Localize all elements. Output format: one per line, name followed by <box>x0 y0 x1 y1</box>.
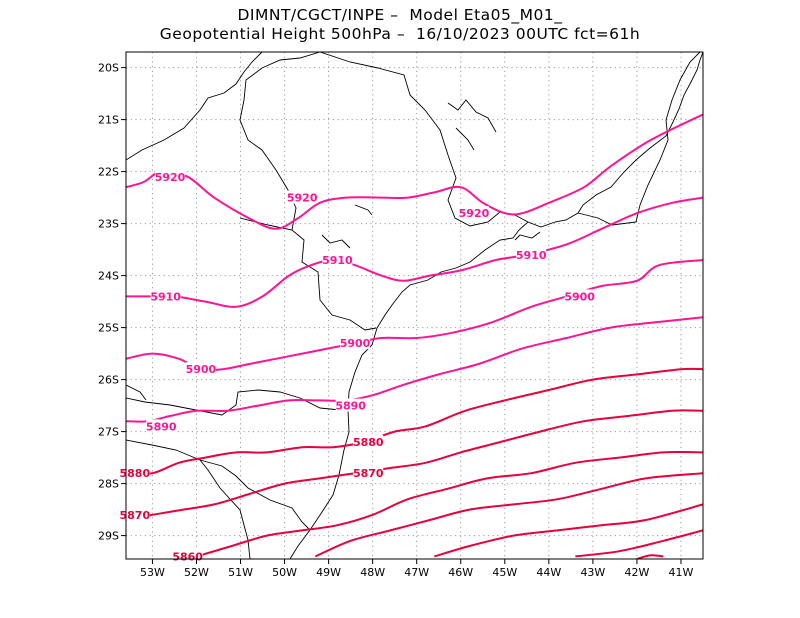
contour-label-bg <box>353 466 384 480</box>
lon-tick-label: 48W <box>360 566 385 579</box>
lat-tick-label: 26S <box>98 374 119 387</box>
lon-tick-label: 42W <box>624 566 649 579</box>
contour-label-bg <box>185 362 216 376</box>
contour-label-bg <box>119 507 150 521</box>
title-line-2: Geopotential Height 500hPa – 16/10/2023 … <box>159 25 641 43</box>
contour-label-bg <box>564 289 595 303</box>
contour-label: 5900 <box>564 290 595 303</box>
contour-label: 5910 <box>516 249 547 262</box>
contour-line <box>126 259 703 372</box>
state-border-sp-pr <box>239 217 377 331</box>
contour-label: 5870 <box>353 467 384 480</box>
lat-tick-label: 27S <box>98 426 119 439</box>
lat-tick-label: 23S <box>98 218 119 231</box>
contour-label-bg <box>155 169 186 183</box>
contour-line <box>636 554 664 559</box>
contour-label: 5880 <box>119 467 150 480</box>
lat-tick-label: 25S <box>98 322 119 335</box>
lon-tick-label: 53W <box>140 566 165 579</box>
contour-line <box>434 503 703 558</box>
lon-tick-label: 52W <box>184 566 209 579</box>
contour-label: 5880 <box>353 436 384 449</box>
contour-line <box>575 529 703 558</box>
contour-line <box>314 472 703 558</box>
coastline-borders <box>126 52 703 559</box>
lat-tick-label: 20S <box>98 62 119 75</box>
contour-line <box>126 113 703 230</box>
contour-label: 5910 <box>322 254 353 267</box>
lon-tick-label: 47W <box>404 566 429 579</box>
contour-label-bg <box>340 336 371 350</box>
axis-ticks: 20S 21S 22S 23S 24S 25S 26S 27S 28S 29S 53W 52W 51W 5… <box>98 62 694 579</box>
state-border-pr-sc <box>126 389 349 416</box>
lon-tick-label: 44W <box>536 566 561 579</box>
lon-tick-label: 51W <box>228 566 253 579</box>
contour-label-bg <box>353 435 384 448</box>
coastline <box>289 52 703 559</box>
contour-labels: 5920 5920 5920 5910 5910 5910 5900 5900 5900 5890… <box>119 169 595 563</box>
contour-line <box>126 316 703 423</box>
lat-tick-label: 29S <box>98 530 119 543</box>
state-border-mg-es <box>577 52 701 226</box>
title-line-1: DIMNT/CGCT/INPE – Model Eta05_M01_ <box>237 6 563 24</box>
reservoir <box>321 99 497 249</box>
contour-label-bg <box>119 466 150 480</box>
contour-line <box>126 196 703 308</box>
contour-label: 5870 <box>119 509 150 522</box>
contour-label-bg <box>458 206 489 220</box>
contour-label-bg <box>322 253 353 266</box>
contour-label-bg <box>516 247 547 261</box>
lat-tick-label: 28S <box>98 478 119 491</box>
state-border-west <box>126 52 263 161</box>
contour-label: 5890 <box>146 420 177 433</box>
contour-label: 5910 <box>150 290 181 303</box>
lat-lon-grid <box>126 52 703 559</box>
contour-lines <box>126 113 703 559</box>
lon-tick-label: 41W <box>669 566 694 579</box>
contour-label: 5920 <box>459 207 490 220</box>
lon-tick-label: 49W <box>316 566 341 579</box>
lon-tick-label: 46W <box>448 566 473 579</box>
contour-label: 5920 <box>287 192 318 205</box>
contour-label-bg <box>335 398 366 412</box>
contour-label: 5890 <box>335 400 366 413</box>
contour-label-bg <box>287 190 318 204</box>
lat-tick-label: 21S <box>98 114 119 127</box>
lon-tick-label: 50W <box>272 566 297 579</box>
lon-tick-label: 45W <box>492 566 517 579</box>
state-border-sc-rs <box>126 439 311 531</box>
bay-guanabara <box>514 231 541 241</box>
contour-label: 5900 <box>186 363 217 376</box>
contour-label: 5860 <box>172 550 203 563</box>
contour-line <box>126 409 703 521</box>
lon-tick-label: 43W <box>580 566 605 579</box>
contour-label-bg <box>150 289 181 303</box>
lat-tick-label: 22S <box>98 166 119 179</box>
plot-frame <box>125 51 704 560</box>
contour-line <box>196 451 703 558</box>
lat-tick-label: 24S <box>98 270 119 283</box>
contour-label: 5920 <box>155 171 186 184</box>
contour-label: 5900 <box>340 337 371 350</box>
contour-label-bg <box>146 419 177 433</box>
